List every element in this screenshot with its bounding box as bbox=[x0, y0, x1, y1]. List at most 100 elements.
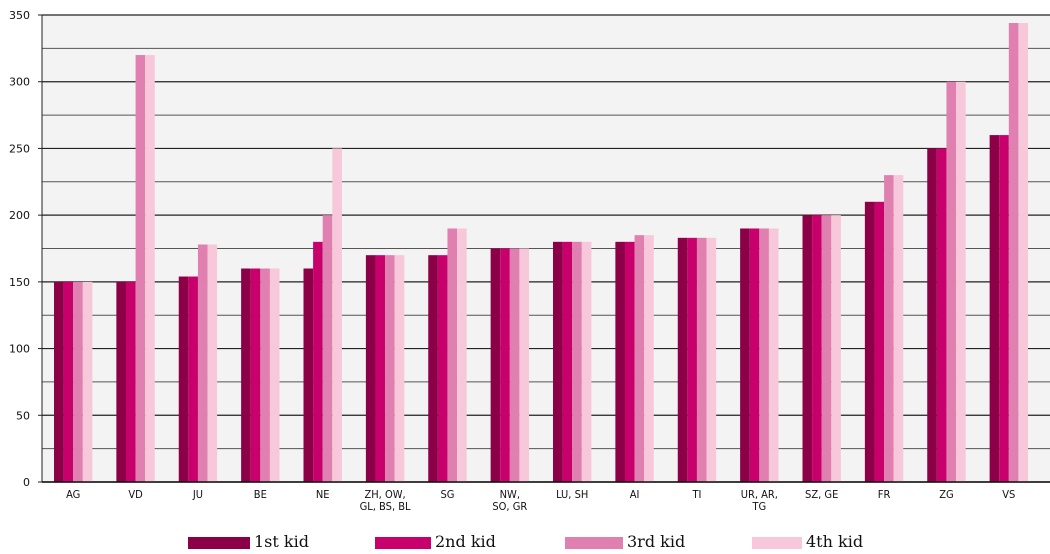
bar bbox=[1018, 23, 1029, 483]
bar-group bbox=[740, 228, 779, 482]
legend-label: 4th kid bbox=[806, 532, 863, 551]
bar bbox=[884, 175, 894, 482]
bar bbox=[956, 81, 966, 482]
bar-group bbox=[989, 23, 1029, 483]
bar-group bbox=[178, 244, 218, 482]
x-tick-label-line: NE bbox=[316, 488, 330, 501]
bar-group bbox=[615, 235, 654, 482]
legend-label: 1st kid bbox=[254, 532, 309, 551]
x-tick-label: JU bbox=[192, 488, 203, 501]
x-tick-label: SZ, GE bbox=[805, 488, 838, 501]
bar bbox=[553, 241, 563, 482]
x-tick-label-line: ZH, OW, bbox=[364, 488, 405, 501]
bar bbox=[572, 241, 582, 482]
bar bbox=[706, 237, 717, 482]
bar bbox=[73, 281, 83, 482]
y-tick-label: 100 bbox=[9, 343, 30, 356]
x-tick-label-line: BE bbox=[254, 488, 267, 501]
x-tick-label: AG bbox=[66, 488, 80, 501]
x-tick-label-line: SZ, GE bbox=[805, 488, 838, 501]
x-tick-label-line: SG bbox=[440, 488, 454, 501]
legend-item: 4th kid bbox=[752, 532, 863, 551]
legend-swatch bbox=[752, 537, 802, 549]
bar-group bbox=[553, 241, 592, 482]
bar bbox=[634, 235, 645, 482]
legend-swatch bbox=[375, 537, 431, 549]
legend-item: 3rd kid bbox=[565, 532, 685, 551]
bar bbox=[687, 237, 697, 482]
bar bbox=[365, 255, 376, 482]
x-tick-label: SG bbox=[440, 488, 454, 501]
bar bbox=[500, 248, 510, 482]
bar bbox=[677, 237, 688, 482]
x-tick-label-line: GL, BS, BL bbox=[360, 500, 411, 513]
bar bbox=[644, 235, 654, 482]
bar bbox=[821, 215, 832, 482]
bar bbox=[116, 281, 126, 482]
legend-swatch bbox=[188, 537, 250, 549]
bar bbox=[864, 201, 875, 483]
bar bbox=[831, 215, 841, 482]
bar bbox=[125, 281, 136, 482]
bar bbox=[54, 281, 64, 482]
bar bbox=[269, 268, 280, 482]
bar bbox=[696, 237, 707, 482]
bar bbox=[303, 268, 314, 482]
legend-item: 1st kid bbox=[188, 532, 309, 551]
x-tick-label: LU, SH bbox=[556, 488, 588, 501]
bar bbox=[768, 228, 779, 482]
bar bbox=[145, 55, 155, 483]
bar bbox=[375, 255, 386, 482]
bar-group bbox=[864, 175, 904, 483]
x-tick-label: TI bbox=[691, 488, 701, 501]
x-tick-label: BE bbox=[254, 488, 267, 501]
bar bbox=[615, 241, 625, 482]
x-tick-label-line: FR bbox=[878, 488, 891, 501]
y-tick-label: 250 bbox=[9, 142, 30, 155]
bar bbox=[428, 255, 438, 482]
bar bbox=[394, 255, 405, 482]
x-tick-label: VD bbox=[128, 488, 143, 501]
legend-swatch bbox=[565, 537, 623, 549]
bar bbox=[135, 55, 146, 483]
x-tick-label: ZH, OW, GL, BS, BL bbox=[360, 488, 411, 513]
bar bbox=[457, 228, 467, 482]
x-tick-label-line: SO, GR bbox=[492, 500, 527, 513]
x-tick-label-line: TI bbox=[691, 488, 701, 501]
x-tick-label: NW, SO, GR bbox=[492, 488, 527, 513]
x-tick-label-line: LU, SH bbox=[556, 488, 588, 501]
bar bbox=[509, 248, 520, 482]
bar bbox=[313, 241, 323, 482]
bar-group bbox=[116, 55, 155, 483]
bar-group bbox=[365, 255, 405, 482]
bar-group bbox=[54, 281, 93, 482]
bar-group bbox=[428, 228, 467, 482]
bar bbox=[241, 268, 251, 482]
bar bbox=[946, 81, 957, 482]
bar bbox=[740, 228, 750, 482]
y-tick-label: 150 bbox=[9, 276, 30, 289]
bar-group bbox=[677, 237, 717, 482]
x-tick-label: VS bbox=[1002, 488, 1015, 501]
x-tick-label-line: VS bbox=[1002, 488, 1015, 501]
bar bbox=[562, 241, 573, 482]
bar bbox=[490, 248, 501, 482]
bar bbox=[447, 228, 458, 482]
x-tick-label-line: TG bbox=[751, 500, 766, 513]
bar-group bbox=[303, 148, 342, 482]
bar bbox=[437, 255, 448, 482]
legend-label: 3rd kid bbox=[627, 532, 685, 551]
x-tick-label-line: JU bbox=[192, 488, 203, 501]
bar bbox=[322, 215, 333, 482]
x-tick-label-line: ZG bbox=[939, 488, 953, 501]
bar bbox=[197, 244, 208, 482]
bar bbox=[250, 268, 261, 482]
x-tick-label: ZG bbox=[939, 488, 953, 501]
bar bbox=[874, 201, 885, 483]
bar bbox=[207, 244, 218, 482]
bar bbox=[332, 148, 342, 482]
y-tick-label: 0 bbox=[23, 476, 30, 489]
bar-group bbox=[490, 248, 530, 482]
